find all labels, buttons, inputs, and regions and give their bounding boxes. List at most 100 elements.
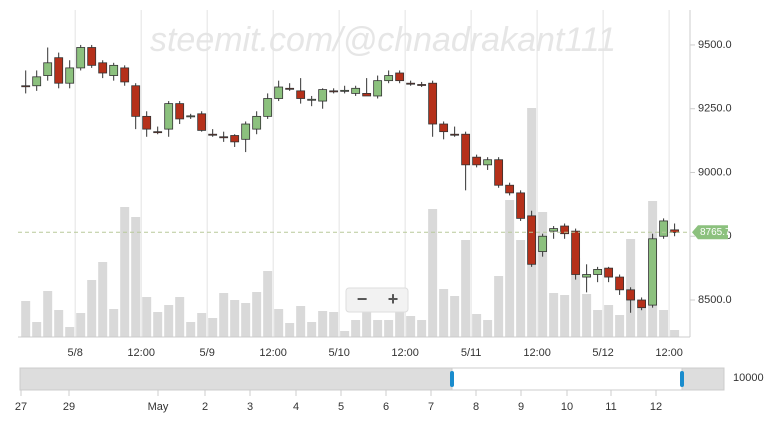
candle-body bbox=[340, 89, 350, 92]
candle-body bbox=[54, 57, 64, 84]
volume-bar bbox=[362, 310, 372, 337]
candle-body bbox=[428, 82, 438, 125]
candle-body bbox=[296, 90, 306, 99]
volume-bar bbox=[395, 312, 405, 337]
volume-bar bbox=[582, 294, 592, 337]
candle-body bbox=[131, 85, 141, 117]
candle-body bbox=[439, 123, 449, 133]
volume-bar bbox=[351, 320, 361, 337]
candle-body bbox=[120, 67, 130, 83]
candle-body bbox=[252, 115, 262, 130]
candle-body bbox=[153, 131, 163, 134]
navigator-axis-label: 10000 bbox=[733, 372, 764, 384]
candle-body bbox=[549, 228, 559, 232]
navigator-handle[interactable] bbox=[450, 371, 454, 387]
volume-bar bbox=[186, 322, 196, 337]
navigator-handle[interactable] bbox=[680, 371, 684, 387]
candle-body bbox=[186, 115, 196, 118]
candle-body bbox=[362, 93, 372, 97]
volume-bar bbox=[340, 331, 350, 337]
y-tick-label: 9500.0 bbox=[698, 39, 732, 51]
candle-body bbox=[65, 67, 75, 84]
volume-bar bbox=[142, 297, 152, 337]
candle-body bbox=[516, 192, 526, 219]
last-price-tag bbox=[692, 225, 728, 240]
candle-body bbox=[571, 230, 581, 275]
candle-body bbox=[384, 75, 394, 82]
candle-body bbox=[43, 62, 53, 76]
navigator-label: 4 bbox=[293, 401, 299, 413]
navigator-label: 7 bbox=[428, 401, 434, 413]
candle-body bbox=[582, 274, 592, 278]
candle-body bbox=[604, 267, 614, 278]
candle-body bbox=[527, 215, 537, 265]
volume-bar bbox=[516, 240, 526, 337]
navigator-label: 9 bbox=[518, 401, 524, 413]
candle-body bbox=[274, 86, 284, 99]
volume-bar bbox=[329, 312, 339, 337]
zoom-in[interactable]: + bbox=[388, 289, 399, 309]
zoom-panel bbox=[345, 287, 409, 313]
navigator-label: 12 bbox=[650, 401, 662, 413]
candle-body bbox=[164, 103, 174, 130]
volume-bar bbox=[252, 292, 262, 337]
volume-bar bbox=[560, 295, 570, 337]
candle-body bbox=[670, 229, 680, 233]
candle-body bbox=[241, 123, 251, 140]
volume-bar bbox=[439, 289, 449, 337]
candle-body bbox=[142, 115, 152, 130]
volume-bar bbox=[120, 207, 130, 337]
volume-bar bbox=[21, 301, 31, 337]
volume-bar bbox=[505, 200, 515, 337]
candle-body bbox=[351, 87, 361, 94]
volume-bar bbox=[494, 276, 504, 337]
volume-bar bbox=[659, 310, 669, 337]
candle-body bbox=[21, 85, 31, 88]
x-tick-label: 12:00 bbox=[523, 347, 551, 359]
volume-bar bbox=[219, 293, 229, 337]
candle-body bbox=[659, 220, 669, 237]
candle-body bbox=[98, 62, 108, 74]
candle-body bbox=[417, 84, 427, 86]
x-tick-label: 12:00 bbox=[259, 347, 287, 359]
volume-bar bbox=[637, 308, 647, 337]
volume-bar bbox=[208, 318, 218, 337]
x-tick-label: 5/10 bbox=[328, 347, 349, 359]
candle-body bbox=[483, 159, 493, 166]
volume-bar bbox=[285, 323, 295, 337]
volume-bar bbox=[483, 320, 493, 337]
volume-bar bbox=[43, 291, 53, 337]
navigator-label: 2 bbox=[202, 401, 208, 413]
navigator-label: 3 bbox=[247, 401, 253, 413]
candle-body bbox=[307, 98, 317, 101]
candle-body bbox=[505, 184, 515, 194]
candle-body bbox=[637, 299, 647, 309]
navigator-label: 27 bbox=[15, 401, 27, 413]
navigator-label: 29 bbox=[63, 401, 75, 413]
volume-bar bbox=[76, 313, 86, 337]
candle-body bbox=[175, 103, 185, 120]
volume-bar bbox=[549, 293, 559, 337]
volume-bar bbox=[296, 306, 306, 337]
candle-body bbox=[615, 276, 625, 291]
candle-body bbox=[648, 238, 658, 306]
last-price-label: 8765.7 bbox=[700, 227, 731, 238]
volume-bar bbox=[109, 309, 119, 337]
volume-bar bbox=[241, 303, 251, 337]
navigator-label: May bbox=[148, 401, 169, 413]
navigator-label: 8 bbox=[473, 401, 479, 413]
volume-bar bbox=[384, 320, 394, 337]
x-tick-label: 5/11 bbox=[461, 347, 482, 359]
candle-body bbox=[285, 87, 295, 90]
navigator-label: 5 bbox=[338, 401, 344, 413]
candle-body bbox=[494, 159, 504, 186]
volume-bar bbox=[230, 300, 240, 337]
candle-body bbox=[538, 235, 548, 252]
volume-bar bbox=[571, 258, 581, 337]
volume-bar bbox=[428, 209, 438, 337]
candle-body bbox=[593, 269, 603, 275]
zoom-out[interactable]: − bbox=[357, 289, 368, 309]
navigator-label: 10 bbox=[561, 401, 573, 413]
navigator-selection[interactable] bbox=[451, 367, 683, 391]
